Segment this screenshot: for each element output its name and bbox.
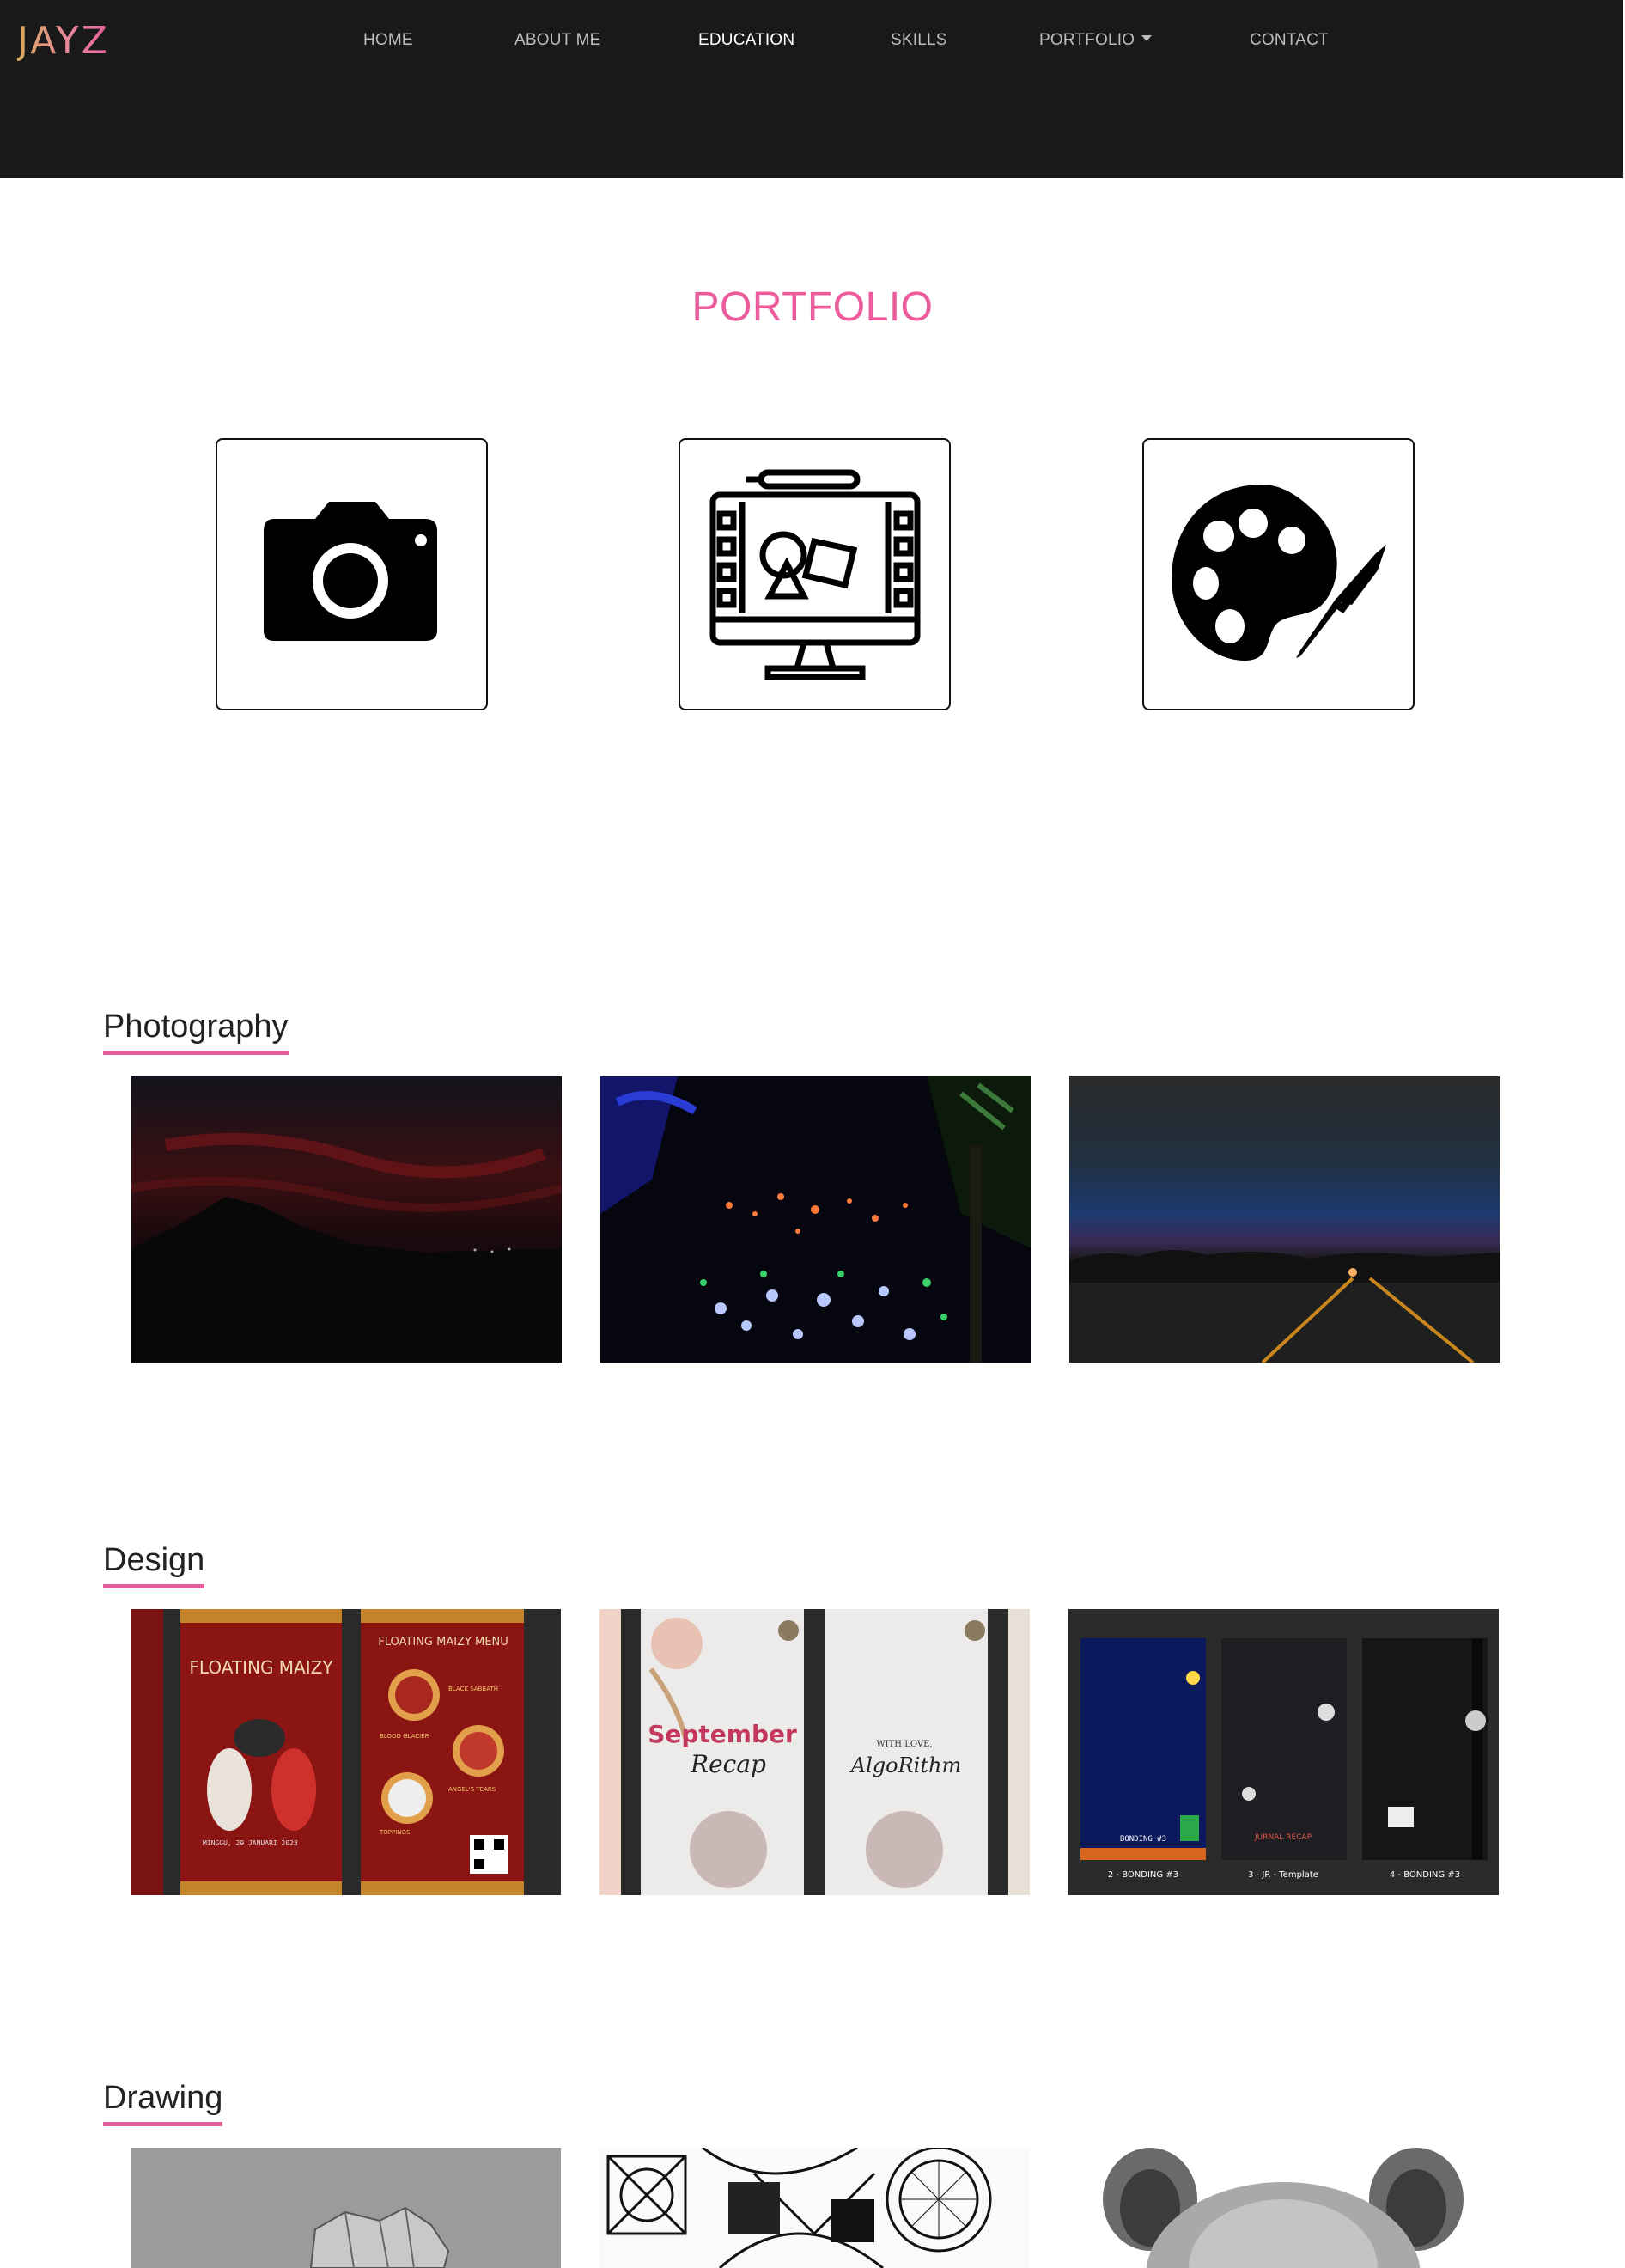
photo-thumb-night-garden-lights[interactable] xyxy=(600,1076,1031,1363)
design-text-september: September xyxy=(648,1720,797,1748)
design-caption-2: 3 - JR - Template xyxy=(1248,1870,1318,1880)
photo-thumb-dusk-road[interactable] xyxy=(1069,1076,1500,1363)
design-text-algorithm: AlgoRithm xyxy=(849,1753,961,1777)
design-text-title: FLOATING MAIZY xyxy=(189,1657,333,1678)
design-text-with-love: WITH LOVE, xyxy=(876,1740,932,1749)
navbar: JAYZ HOME ABOUT ME EDUCATION SKILLS PORT… xyxy=(0,0,1623,178)
drawing-thumb-pencil-sketch[interactable] xyxy=(131,2148,561,2268)
design-thumb-floating-maizy[interactable]: FLOATING MAIZY MINGGU, 29 JANUARI 2023 F… xyxy=(131,1609,561,1895)
design-text-item1: BLACK SABBATH xyxy=(448,1686,498,1692)
design-caption-1: 2 - BONDING #3 xyxy=(1108,1870,1178,1880)
section-title-photography: Photography xyxy=(103,1009,289,1055)
nav-education[interactable]: EDUCATION xyxy=(698,31,795,49)
nav-portfolio-dropdown[interactable]: PORTFOLIO xyxy=(1039,31,1153,50)
nav-portfolio-label: PORTFOLIO xyxy=(1039,31,1135,49)
palette-icon xyxy=(1171,484,1386,661)
drawing-thumb-zentangle[interactable] xyxy=(599,2148,1030,2268)
design-thumb-september-recap[interactable]: September Recap WITH LOVE, AlgoRithm xyxy=(599,1609,1030,1895)
drawing-thumb-animal-sketch[interactable] xyxy=(1068,2148,1499,2268)
nav-about[interactable]: ABOUT ME xyxy=(514,31,601,49)
design-text-panel2: JURNAL RECAP xyxy=(1254,1833,1312,1842)
design-monitor-icon xyxy=(709,469,920,680)
design-text-toppings: TOPPINGS xyxy=(379,1829,411,1836)
design-text-item2: BLOOD GLACIER xyxy=(380,1733,429,1740)
page-title: PORTFOLIO xyxy=(691,284,934,330)
design-thumb-bonding-templates[interactable]: BONDING #3 JURNAL RECAP 2 - BONDING #3 3… xyxy=(1068,1609,1499,1895)
design-text-recap: Recap xyxy=(690,1750,766,1778)
nav-home[interactable]: HOME xyxy=(363,31,413,49)
nav-skills[interactable]: SKILLS xyxy=(891,31,947,49)
design-caption-3: 4 - BONDING #3 xyxy=(1390,1870,1460,1880)
design-text-panel1: BONDING #3 xyxy=(1120,1835,1166,1844)
category-card-drawing[interactable] xyxy=(1142,438,1415,710)
nav-contact[interactable]: CONTACT xyxy=(1250,31,1329,49)
design-text-date: MINGGU, 29 JANUARI 2023 xyxy=(203,1839,298,1847)
caret-down-icon xyxy=(1141,35,1153,42)
camera-icon xyxy=(263,501,437,641)
photo-thumb-sunset-mountain[interactable] xyxy=(131,1076,562,1363)
design-text-menu: FLOATING MAIZY MENU xyxy=(378,1636,508,1649)
category-card-photography[interactable] xyxy=(216,438,488,710)
design-text-item3: ANGEL'S TEARS xyxy=(448,1786,496,1793)
category-card-design[interactable] xyxy=(679,438,951,710)
section-title-design: Design xyxy=(103,1542,205,1588)
brand-logo[interactable]: JAYZ xyxy=(17,19,110,63)
section-title-drawing: Drawing xyxy=(103,2080,223,2126)
